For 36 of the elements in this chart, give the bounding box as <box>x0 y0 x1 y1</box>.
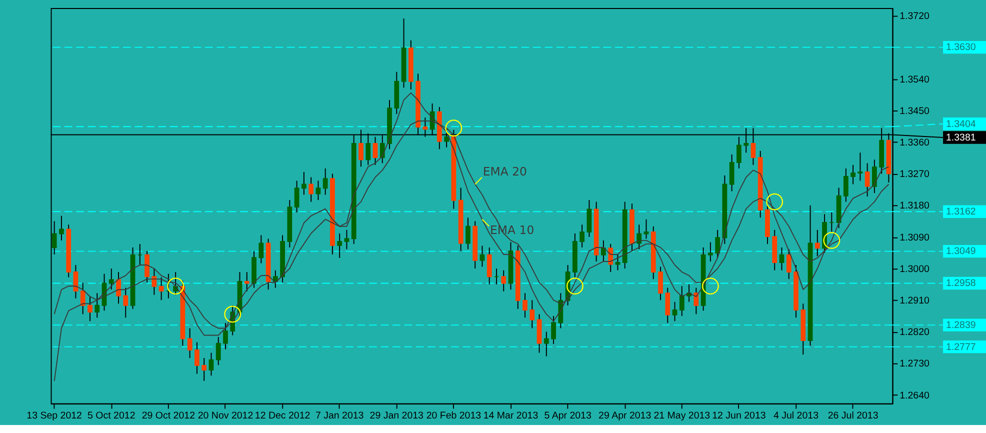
x-tick-label: 20 Nov 2012 <box>198 410 254 422</box>
x-tick-label: 14 Mar 2013 <box>483 410 538 422</box>
y-tick-label: 1.2910 <box>900 296 930 307</box>
x-tick-label: 21 May 2013 <box>654 410 710 422</box>
x-tick-label: 4 Jul 2013 <box>774 410 819 422</box>
y-tick-label: 1.2640 <box>900 390 930 402</box>
x-tick-label: 20 Feb 2013 <box>426 410 482 422</box>
y-tick-label: 1.3000 <box>900 264 930 275</box>
y-tick-label: 1.3540 <box>900 74 930 86</box>
ref-line-label: 1.2839 <box>946 320 976 331</box>
ref-line-label: 1.3049 <box>946 246 976 258</box>
ref-line-label: 1.3162 <box>946 206 976 218</box>
x-tick-label: 13 Sep 2012 <box>26 410 82 422</box>
y-tick-label: 1.2820 <box>900 327 930 338</box>
x-tick-label: 26 Jul 2013 <box>828 410 878 422</box>
x-tick-label: 29 Apr 2013 <box>598 410 652 422</box>
ref-line-label: 1.3404 <box>946 118 976 130</box>
x-tick-label: 12 Dec 2012 <box>254 410 310 422</box>
ref-line-label: 1.3630 <box>946 42 976 54</box>
y-tick-label: 1.3090 <box>900 232 930 244</box>
series-label: EMA 20 <box>482 164 528 178</box>
y-tick-label: 1.3450 <box>900 106 930 117</box>
y-tick-label: 1.2730 <box>900 358 930 370</box>
x-tick-label: 5 Oct 2012 <box>88 410 136 422</box>
y-tick-label: 1.3180 <box>900 200 930 212</box>
y-tick-label: 1.3360 <box>900 138 930 149</box>
y-tick-label: 1.3270 <box>900 169 930 180</box>
y-tick-label: 1.3720 <box>900 11 930 22</box>
ref-line-label: 1.2777 <box>946 342 976 353</box>
ref-line-label: 1.2958 <box>946 278 976 290</box>
x-tick-label: 29 Oct 2012 <box>142 410 195 422</box>
x-tick-label: 5 Apr 2013 <box>544 410 592 422</box>
ref-line-label: 1.3381 <box>946 132 976 144</box>
x-tick-label: 29 Jan 2013 <box>370 410 424 422</box>
x-tick-label: 7 Jan 2013 <box>315 410 364 422</box>
x-tick-label: 12 Jun 2013 <box>712 410 766 422</box>
